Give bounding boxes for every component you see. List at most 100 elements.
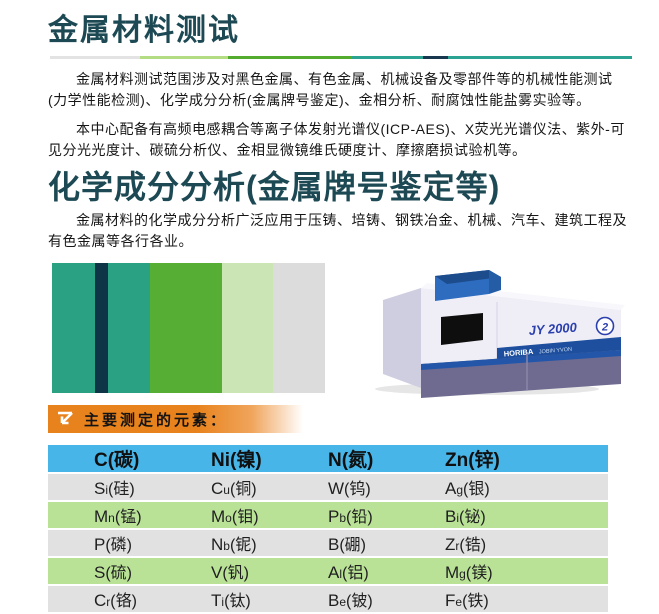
divider-segment xyxy=(50,55,140,59)
table-header-cell: N(氮) xyxy=(282,445,399,473)
element-cell: Zr(锆) xyxy=(399,530,516,557)
element-cell: Be(铍) xyxy=(282,586,399,613)
element-cell: P(磷) xyxy=(48,530,165,557)
elements-table: C(碳) Ni(镍) N(氮) Zn(锌) Si(硅) Cu(铜) W(钨) Ag(银) Mn… xyxy=(48,443,608,614)
element-chinese-name: (硼) xyxy=(339,537,367,555)
color-stripe xyxy=(150,263,222,394)
color-stripe xyxy=(95,263,108,394)
element-symbol-small-letter: i xyxy=(221,595,225,610)
element-symbol-small-letter: b xyxy=(339,511,347,526)
chemical-analysis-paragraph: 金属材料的化学成分分析广泛应用于压铸、培铸、钢铁冶金、机械、汽车、建筑工程及有色… xyxy=(48,212,627,250)
element-cell: Mg(镁) xyxy=(399,558,516,585)
title-divider xyxy=(50,55,632,59)
element-cell: Cu(铜) xyxy=(165,474,282,501)
table-row: Mn(锰) Mo(钼) Pb(铅) Bi(铋) xyxy=(48,502,608,529)
table-row: Si(硅) Cu(铜) W(钨) Ag(银) xyxy=(48,474,608,501)
table-row: Cr(铬) Ti(钛) Be(铍) Fe(铁) xyxy=(48,586,608,613)
color-stripe xyxy=(222,263,273,394)
element-symbol: P xyxy=(94,535,106,555)
element-cell: Cr(铬) xyxy=(48,586,165,613)
table-header-cell: Zn(锌) xyxy=(399,445,516,473)
color-stripes-image xyxy=(52,263,325,394)
element-chinese-name: (钛) xyxy=(224,593,251,611)
element-symbol: W xyxy=(328,479,345,499)
table-header-cell: C(碳) xyxy=(48,445,165,473)
element-symbol: S xyxy=(94,563,106,583)
table-row: S(硫) V(钒) Al(铝) Mg(镁) xyxy=(48,558,608,585)
instrument-model-label: JY 2000 xyxy=(528,320,578,338)
color-stripe xyxy=(273,263,325,394)
element-chinese-name: (钨) xyxy=(344,481,371,499)
element-cell: Al(铝) xyxy=(282,558,399,585)
element-symbol: S xyxy=(94,479,106,499)
element-cell: Mo(钼) xyxy=(165,502,282,529)
section-title-chemical-analysis: 化学成分分析(金属牌号鉴定等) xyxy=(48,168,501,205)
element-symbol: Z xyxy=(445,535,456,555)
color-stripe xyxy=(52,263,95,394)
element-cell: V(钒) xyxy=(165,558,282,585)
element-symbol: B xyxy=(445,507,457,527)
element-chinese-name: (铬) xyxy=(110,593,137,611)
element-cell: Nb(铌) xyxy=(165,530,282,557)
element-symbol: T xyxy=(211,591,222,611)
row-spacer-cell xyxy=(516,530,608,557)
element-symbol-small-letter: n xyxy=(108,511,115,526)
element-symbol: M xyxy=(94,507,109,527)
elements-section-label: 主要测定的元素： xyxy=(84,411,229,429)
spectrometer-illustration: JY 2000 2 HORIBA JOBIN YVON xyxy=(375,270,625,399)
element-chinese-name: (锰) xyxy=(114,509,142,527)
element-chinese-name: (硅) xyxy=(108,481,135,499)
element-symbol: A xyxy=(445,479,457,499)
element-symbol: N xyxy=(211,535,224,555)
element-cell: Fe(铁) xyxy=(399,586,516,613)
element-symbol-small-letter: i xyxy=(105,483,109,498)
elements-section-header: 主要测定的元素： xyxy=(48,405,303,434)
element-symbol: F xyxy=(445,591,456,611)
element-symbol: B xyxy=(328,535,340,555)
elements-table-body: Si(硅) Cu(铜) W(钨) Ag(银) Mn(锰) Mo(钼) Pb(铅) Bi(铋) P… xyxy=(48,474,608,613)
brand-sublabel: JOBIN YVON xyxy=(539,347,573,356)
element-cell: Ag(银) xyxy=(399,474,516,501)
element-symbol-small-letter: r xyxy=(106,595,111,610)
element-symbol-small-letter: u xyxy=(223,483,230,498)
color-stripe xyxy=(108,263,150,394)
table-header-cell: Ni(镍) xyxy=(165,445,282,473)
element-symbol-small-letter: b xyxy=(223,539,230,554)
divider-segment xyxy=(352,55,423,59)
elements-table-head: C(碳) Ni(镍) N(氮) Zn(锌) xyxy=(48,445,608,473)
element-symbol: B xyxy=(328,591,340,611)
table-header-row: C(碳) Ni(镍) N(氮) Zn(锌) xyxy=(48,445,608,473)
intro-paragraph-2: 本中心配备有高频电感耦合等离子体发射光谱仪(ICP-AES)、X荧光光谱仪法、紫… xyxy=(48,120,625,158)
element-chinese-name: (硫) xyxy=(105,565,133,583)
intro-paragraph-1: 金属材料测试范围涉及对黑色金属、有色金属、机械设备及零部件等的机械性能测试(力学… xyxy=(48,70,613,108)
element-chinese-name: (铝) xyxy=(342,565,369,583)
divider-segment xyxy=(448,55,632,59)
element-symbol-small-letter: o xyxy=(225,511,232,526)
element-chinese-name: (铅) xyxy=(346,509,373,527)
element-chinese-name: (铍) xyxy=(346,593,373,611)
element-cell: Mn(锰) xyxy=(48,502,165,529)
element-cell: Pb(铅) xyxy=(282,502,399,529)
media-row: JY 2000 2 HORIBA JOBIN YVON xyxy=(52,260,631,399)
divider-segment xyxy=(228,55,352,59)
brand-label: HORIBA xyxy=(503,347,534,359)
corner-down-left-arrow-icon xyxy=(58,411,73,425)
element-cell: W(钨) xyxy=(282,474,399,501)
element-cell: B(硼) xyxy=(282,530,399,557)
page-title: 金属材料测试 xyxy=(48,14,240,47)
element-cell: Bi(铋) xyxy=(399,502,516,529)
element-symbol-small-letter: r xyxy=(455,539,460,554)
element-chinese-name: (银) xyxy=(463,481,490,499)
element-symbol-small-letter: l xyxy=(339,567,343,582)
table-header-spacer xyxy=(516,445,608,473)
element-chinese-name: (镁) xyxy=(465,565,493,583)
element-symbol-small-letter: g xyxy=(459,567,466,582)
element-chinese-name: (铌) xyxy=(229,537,257,555)
divider-segment xyxy=(423,55,448,59)
element-symbol: M xyxy=(211,507,226,527)
element-symbol-small-letter: e xyxy=(339,595,347,610)
element-symbol-small-letter: g xyxy=(456,483,464,498)
element-symbol: C xyxy=(94,591,107,611)
row-spacer-cell xyxy=(516,502,608,529)
divider-segment xyxy=(140,55,228,59)
